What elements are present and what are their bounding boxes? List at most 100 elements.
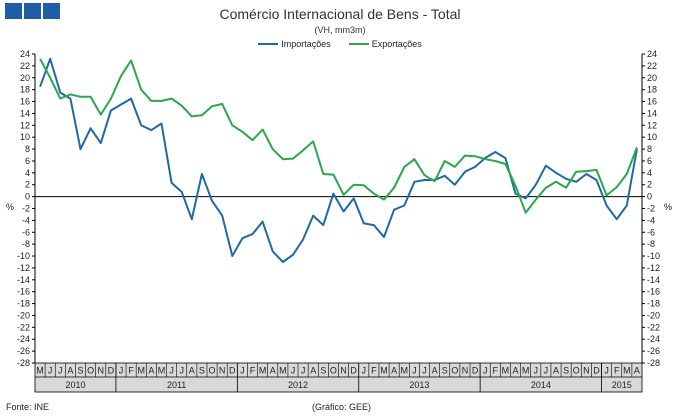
x-tick-label: M — [36, 366, 44, 376]
y-tick-label-right: -8 — [647, 239, 655, 249]
graphic-credit: (Gráfico: GEE) — [312, 402, 372, 412]
x-tick-label: N — [340, 366, 347, 376]
y-tick-label-right: 16 — [647, 97, 657, 107]
y-tick-label-left: 6 — [25, 156, 30, 166]
y-tick-label-right: 12 — [647, 120, 657, 130]
x-tick-label: S — [442, 366, 448, 376]
x-tick-label: J — [48, 366, 53, 376]
y-tick-label-right: -24 — [647, 334, 660, 344]
x-tick-label: D — [108, 366, 115, 376]
y-tick-label-right: -26 — [647, 346, 660, 356]
x-tick-label: J — [362, 366, 367, 376]
x-tick-label: O — [87, 366, 94, 376]
x-tick-label: M — [158, 366, 166, 376]
legend-swatch-importacoes — [258, 43, 279, 45]
source-note: Fonte: INE — [6, 402, 50, 412]
x-tick-label: N — [98, 366, 105, 376]
x-tick-label: J — [483, 366, 488, 376]
y-tick-label-left: -28 — [17, 358, 30, 368]
series-line-exportacoes — [39, 58, 638, 214]
x-tick-label: D — [472, 366, 479, 376]
x-tick-label: D — [229, 366, 236, 376]
x-tick-label: A — [432, 366, 438, 376]
y-tick-label-right: -6 — [647, 227, 655, 237]
y-tick-label-right: -20 — [647, 310, 660, 320]
x-tick-label: J — [119, 366, 124, 376]
x-tick-label: S — [199, 366, 205, 376]
y-tick-label-left: -14 — [17, 275, 30, 285]
y-tick-label-left: 10 — [20, 132, 30, 142]
y-tick-label-left: 24 — [20, 49, 30, 59]
x-tick-label: M — [502, 366, 510, 376]
y-tick-label-right: -10 — [647, 251, 660, 261]
x-tick-label: M — [522, 366, 530, 376]
x-year-label: 2012 — [288, 380, 308, 390]
y-tick-label-right: -22 — [647, 322, 660, 332]
x-tick-label: N — [583, 366, 590, 376]
x-year-label: 2014 — [531, 380, 551, 390]
x-tick-label: J — [169, 366, 174, 376]
x-year-label: 2010 — [65, 380, 85, 390]
x-tick-label: J — [412, 366, 417, 376]
y-tick-label-right: -28 — [647, 358, 660, 368]
y-tick-label-left: -22 — [17, 322, 30, 332]
x-tick-label: F — [493, 366, 499, 376]
x-year-label: 2015 — [612, 380, 632, 390]
x-tick-label: O — [573, 366, 580, 376]
x-tick-label: A — [553, 366, 559, 376]
y-tick-label-left: 0 — [25, 192, 30, 202]
y-tick-label-left: -24 — [17, 334, 30, 344]
x-tick-label: M — [279, 366, 287, 376]
series-line-importacoes — [39, 57, 638, 263]
x-tick-label: F — [128, 366, 134, 376]
x-year-label: 2011 — [167, 380, 186, 390]
y-tick-label-left: -20 — [17, 310, 30, 320]
y-tick-label-left: 20 — [20, 73, 30, 83]
x-tick-label: S — [78, 366, 84, 376]
x-tick-label: A — [270, 366, 276, 376]
x-tick-label: F — [614, 366, 620, 376]
y-tick-label-right: 22 — [647, 61, 657, 71]
x-tick-label: A — [310, 366, 316, 376]
x-tick-label: D — [350, 366, 357, 376]
legend-item-exportacoes: Exportações — [348, 39, 422, 49]
chart-title: Comércio Internacional de Bens - Total — [219, 6, 461, 22]
y-tick-label-right: 6 — [647, 156, 652, 166]
x-tick-label: S — [563, 366, 569, 376]
logo-square-3 — [43, 3, 60, 19]
x-year-label: 2013 — [409, 380, 429, 390]
y-tick-label-right: 18 — [647, 85, 657, 95]
x-tick-label: A — [513, 366, 519, 376]
legend-label-exportacoes: Exportações — [371, 39, 422, 49]
y-tick-label-right: 24 — [647, 49, 657, 59]
x-tick-label: M — [259, 366, 267, 376]
x-tick-label: J — [422, 366, 427, 376]
y-tick-label-left: -8 — [22, 239, 30, 249]
legend-item-importacoes: Importações — [258, 39, 331, 49]
x-tick-label: J — [179, 366, 184, 376]
x-tick-label: A — [391, 366, 397, 376]
y-tick-label-left: -12 — [17, 263, 30, 273]
x-tick-label: S — [320, 366, 326, 376]
x-tick-label: J — [534, 366, 539, 376]
x-tick-label: A — [67, 366, 73, 376]
logo-square-1 — [5, 3, 22, 19]
y-tick-label-right: 8 — [647, 144, 652, 154]
y-tick-label-right: -16 — [647, 287, 660, 297]
y-tick-label-right: -12 — [647, 263, 660, 273]
chart-legend: Importações Exportações — [0, 39, 680, 49]
y-tick-label-left: -18 — [17, 299, 30, 309]
y-unit-right: % — [664, 202, 673, 212]
y-tick-label-left: -6 — [22, 227, 30, 237]
x-tick-label: O — [209, 366, 216, 376]
y-tick-label-right: -4 — [647, 215, 655, 225]
x-tick-label: F — [250, 366, 256, 376]
x-tick-label: F — [371, 366, 377, 376]
x-tick-label: D — [593, 366, 600, 376]
x-tick-label: J — [301, 366, 306, 376]
y-unit-left: % — [6, 202, 15, 212]
x-tick-label: A — [189, 366, 195, 376]
x-tick-label: J — [291, 366, 296, 376]
y-tick-label-left: 12 — [20, 120, 30, 130]
